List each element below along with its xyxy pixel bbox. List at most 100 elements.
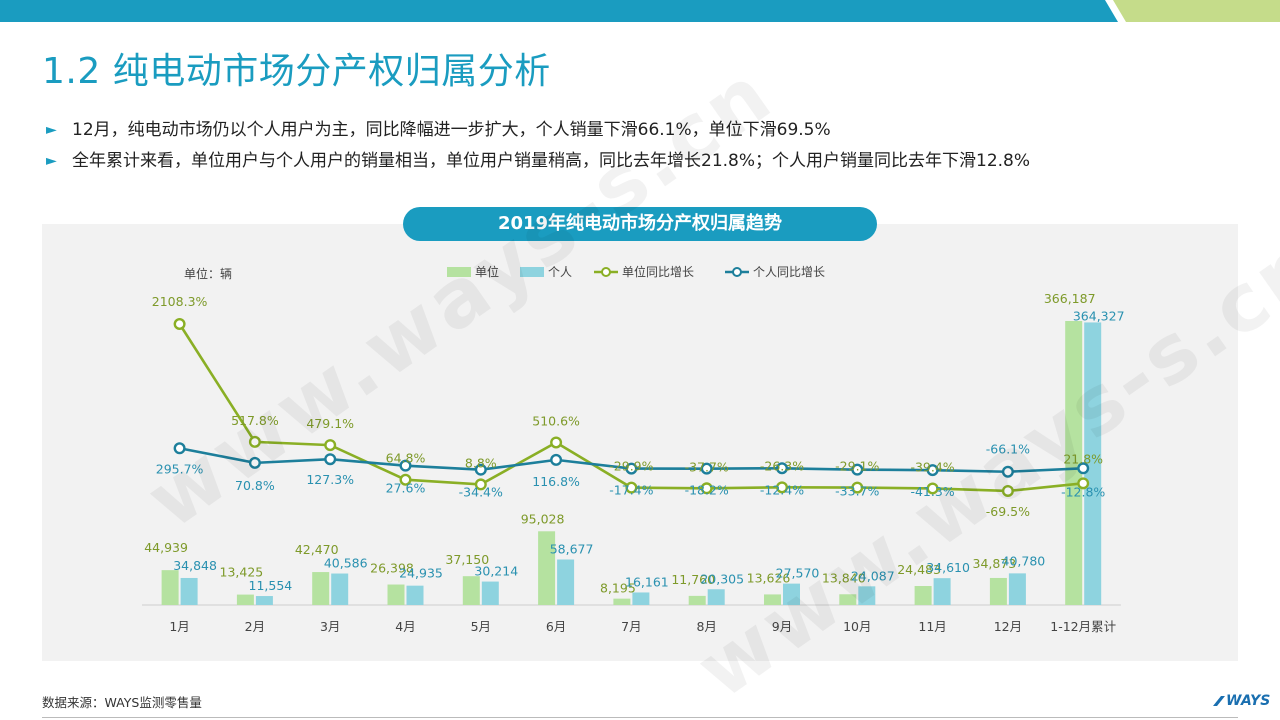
x-tick-label: 10月	[843, 619, 871, 634]
bar-value-label: 44,939	[144, 540, 188, 555]
bullet-text: 全年累计来看，单位用户与个人用户的销量相当，单位用户销量稍高，同比去年增长21.…	[72, 151, 1031, 171]
x-tick-label: 1月	[169, 619, 189, 634]
line-marker	[399, 473, 412, 486]
legend-label: 个人同比增长	[753, 265, 825, 279]
line-marker	[625, 462, 638, 475]
bullet-text: 12月，纯电动市场仍以个人用户为主，同比降幅进一步扩大，个人销量下滑66.1%，…	[72, 120, 831, 140]
bar-unit	[764, 594, 781, 605]
bar-value-label: 16,161	[625, 574, 669, 589]
bar-person	[481, 581, 499, 605]
bar-person	[331, 573, 349, 605]
x-tick-label: 2月	[245, 619, 265, 634]
bar-value-label: 34,873	[973, 556, 1017, 571]
x-tick-label: 12月	[994, 619, 1022, 634]
line-value-label: -18.2%	[685, 483, 729, 498]
bar-person	[707, 589, 725, 605]
x-tick-label: 8月	[696, 619, 716, 634]
summary-bullets: ► 12月，纯电动市场仍以个人用户为主，同比降幅进一步扩大，个人销量下滑66.1%…	[46, 118, 1030, 180]
bar-unit	[161, 570, 179, 605]
x-tick-label: 3月	[320, 619, 340, 634]
line-value-label: -39.4%	[910, 459, 954, 474]
bar-value-label: 366,187	[1044, 291, 1096, 306]
bar-value-label: 11,554	[249, 578, 293, 593]
line-marker	[324, 439, 337, 452]
line-value-label: -12.4%	[760, 482, 804, 497]
legend-marker-person	[732, 267, 742, 277]
bar-person	[1008, 573, 1026, 605]
line-value-label: -37.7%	[685, 459, 729, 474]
bar-value-label: 24,935	[399, 566, 443, 581]
bar-person	[783, 583, 800, 605]
bar-unit	[1065, 321, 1083, 605]
bar-value-label: 30,214	[474, 564, 518, 579]
line-value-label: 479.1%	[306, 416, 354, 431]
line-value-label: -69.5%	[986, 504, 1030, 519]
x-tick-label: 6月	[546, 619, 566, 634]
line-value-label: -29.9%	[609, 459, 653, 474]
line-marker	[776, 462, 789, 475]
triangle-bullet-icon: ►	[46, 122, 57, 138]
header-stripe	[0, 0, 1280, 22]
line-value-label: -41.3%	[910, 484, 954, 499]
bar-value-label: 24,087	[851, 568, 895, 583]
bar-value-label: 364,327	[1073, 308, 1125, 323]
line-value-label: -66.1%	[986, 442, 1030, 457]
chart-panel	[42, 224, 1238, 661]
triangle-bullet-icon: ►	[46, 153, 57, 169]
x-tick-label: 9月	[772, 619, 792, 634]
line-value-label: -33.7%	[835, 484, 879, 499]
bar-unit	[839, 594, 857, 605]
line-marker	[1077, 462, 1090, 475]
bar-value-label: 13,840	[822, 570, 866, 585]
legend-label: 单位同比增长	[622, 264, 694, 279]
line-marker	[173, 317, 186, 330]
data-source: 数据来源：WAYS监测零售量	[42, 695, 202, 710]
bar-value-label: 95,028	[521, 511, 565, 526]
logo-text: WAYS	[1226, 693, 1271, 709]
line-marker	[474, 478, 487, 491]
line-value-label: -34.4%	[459, 485, 503, 500]
line-marker	[700, 482, 713, 495]
line-marker	[474, 463, 487, 476]
line-value-label: -12.8%	[1061, 484, 1105, 499]
bar-value-label: 27,570	[776, 566, 820, 581]
legend-swatch-unit	[447, 267, 471, 277]
legend-label: 单位	[475, 264, 499, 279]
line-value-label: -29.1%	[835, 459, 879, 474]
bar-value-label: 34,610	[926, 560, 970, 575]
line-value-label: 127.3%	[306, 472, 354, 487]
legend-marker-unit	[601, 267, 611, 277]
line-marker	[851, 463, 864, 476]
line-marker	[1001, 484, 1014, 497]
line-marker	[926, 464, 939, 477]
bar-value-label: 40,586	[324, 556, 368, 571]
bar-unit	[312, 572, 330, 605]
line-marker	[550, 453, 563, 466]
bar-value-label: 34,848	[173, 558, 217, 573]
line-marker	[1001, 465, 1014, 478]
line-marker	[550, 436, 563, 449]
bar-value-label: 20,305	[700, 571, 744, 586]
bar-person	[858, 586, 876, 605]
line-marker	[173, 442, 186, 455]
line-marker	[324, 453, 337, 466]
legend-swatch-person	[520, 267, 544, 277]
x-tick-label: 11月	[918, 619, 946, 634]
bullet-item: ► 12月，纯电动市场仍以个人用户为主，同比降幅进一步扩大，个人销量下滑66.1%…	[46, 118, 1030, 149]
line-marker	[926, 482, 939, 495]
x-tick-label: 7月	[621, 619, 641, 634]
bar-value-label: 8,195	[600, 581, 636, 596]
x-tick-label: 1-12月累计	[1050, 619, 1116, 634]
bar-value-label: 40,780	[1002, 553, 1046, 568]
line-value-label: -17.4%	[609, 483, 653, 498]
line-marker	[1077, 477, 1090, 490]
ways-logo-icon	[1213, 696, 1225, 706]
unit-label: 单位：辆	[184, 266, 232, 281]
bar-value-label: 13,626	[747, 570, 791, 585]
bar-person	[632, 592, 650, 605]
bar-unit	[462, 576, 480, 605]
chart-title: 2019年纯电动市场分产权归属趋势	[403, 207, 877, 241]
line-value-label: 64.8%	[386, 451, 426, 466]
bar-person	[406, 585, 424, 605]
bar-unit	[688, 595, 706, 605]
